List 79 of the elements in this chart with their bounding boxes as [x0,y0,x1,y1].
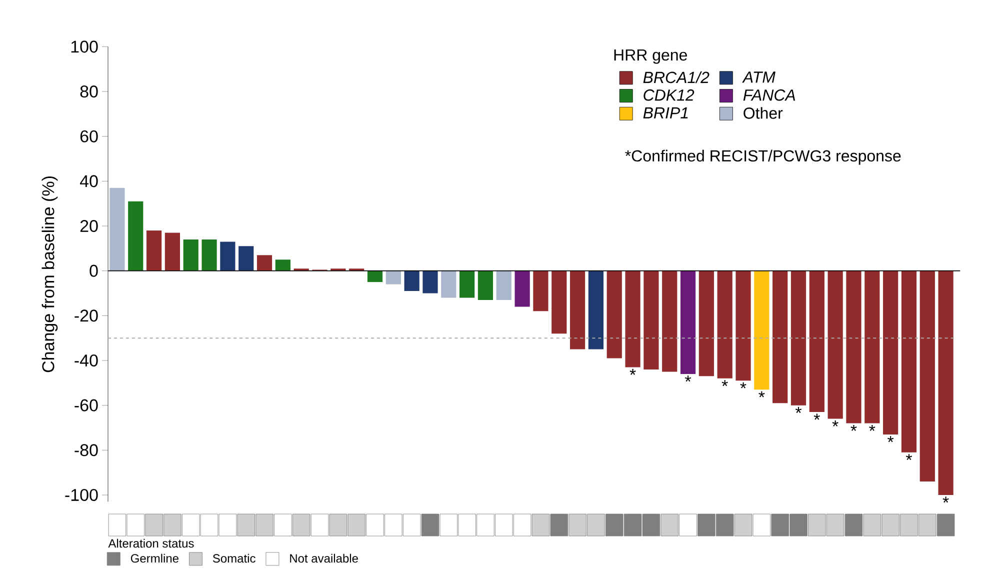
y-tick-label: 100 [71,40,98,53]
bar [846,270,862,424]
bar [422,270,438,294]
bar [717,270,732,378]
legend-label: CDK12 [644,89,694,101]
data-label: * [795,407,802,413]
bar [698,270,714,376]
bar [588,270,604,350]
bar [570,270,586,350]
bar [220,242,236,271]
y-tick-label: 20 [80,220,98,232]
bar [809,270,824,412]
y-tick-label: -80 [74,444,98,456]
data-label: * [814,414,820,420]
data-label: * [740,382,746,388]
y-tick-label: 40 [80,175,98,188]
bar [644,270,659,370]
bar [367,270,383,282]
bar [514,270,530,307]
bar [478,270,494,300]
bar [790,270,806,406]
bar [238,246,254,271]
bar [864,270,880,424]
bar [146,230,162,271]
legend-title: HRR gene [614,49,687,64]
bar [275,260,290,271]
y-tick-label: -20 [74,310,98,322]
legend-label: Germline [130,554,178,563]
y-tick-label: -40 [74,354,98,367]
y-tick-label: -60 [74,399,98,412]
annotation: *Confirmed RECIST/PCWG3 response [625,150,901,165]
data-label: * [888,436,894,442]
data-label: * [942,496,949,503]
data-label: * [832,420,838,426]
data-label: * [869,424,876,431]
bar [386,270,401,284]
bar [441,270,456,298]
bar [625,270,640,368]
bar [533,270,548,312]
legend-label: BRIP1 [643,107,688,118]
legend-label: Other [744,107,783,119]
y-tick-label: -100 [65,488,98,501]
bar [256,255,272,271]
bar [404,270,420,292]
bar [552,270,567,334]
bar [754,270,770,390]
legend-title: Alteration status [108,538,194,548]
data-label: * [722,380,728,386]
bar [901,270,917,452]
legend-label: BRCA1/2 [643,71,710,84]
legend-label: ATM [742,72,776,83]
y-tick-label: 80 [80,86,98,98]
bar [183,239,198,271]
bar [164,232,180,271]
y-tick-label: 0 [90,264,98,277]
data-label: * [850,424,857,431]
bar [736,270,751,381]
bar [202,239,217,271]
bar [128,201,144,271]
bar [662,270,678,372]
bar [938,270,954,495]
bar [496,270,512,300]
bar [680,270,696,374]
bar [772,270,788,404]
legend-label: FANCA [743,89,796,101]
legend-label: Somatic [212,554,256,563]
y-tick-label: 60 [80,130,98,142]
bar [110,188,125,271]
data-label: * [906,454,912,460]
y-axis-title: Change from baseline (%) [42,176,58,372]
bar [883,270,898,434]
bar [920,270,935,482]
data-label: * [758,391,765,398]
data-label: * [684,376,692,382]
bar [460,270,475,298]
bar [606,270,622,358]
bar [828,270,843,419]
legend-label: Not available [290,554,358,563]
data-label: * [630,368,636,375]
